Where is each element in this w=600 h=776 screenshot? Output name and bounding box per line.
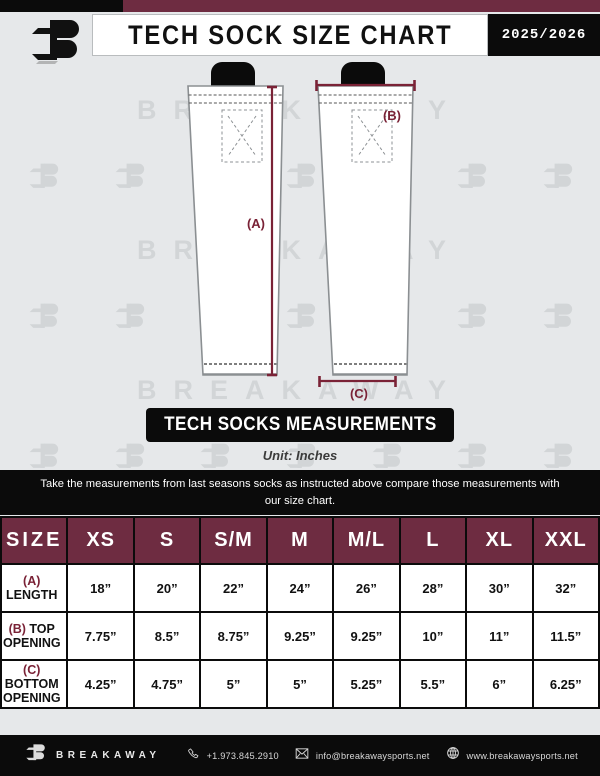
row-label-text: LENGTH (6, 588, 58, 602)
unit-label: Unit: Inches (262, 448, 338, 463)
measurement-line-a (267, 85, 277, 377)
table-cell: 26” (332, 563, 401, 613)
table-header-size-col: XS (66, 516, 135, 565)
table-header-size-col: S/M (199, 516, 268, 565)
table-header-size-col: M (265, 516, 335, 565)
row-label-bottom-opening: (C) BOTTOM OPENING (0, 659, 69, 709)
page-title-text: TECH SOCK SIZE CHART (127, 19, 453, 50)
table-cell: 5.5” (398, 659, 468, 709)
label-c: (C) (350, 386, 368, 401)
row-tag: (C) (23, 663, 41, 677)
table-cell: 18” (66, 563, 135, 613)
row-label-length: (A) LENGTH (0, 563, 69, 613)
footer-email[interactable]: info@breakawaysports.net (295, 747, 430, 765)
size-table-wrapper: SIZE XS S S/M M M/L L XL XXL (A) LENGTH … (0, 516, 600, 709)
measurements-heading-band: TECH SOCKS MEASUREMENTS Unit: Inches (0, 404, 600, 470)
footer-phone-text: +1.973.845.2910 (206, 750, 279, 761)
table-cell: 11” (465, 611, 534, 661)
table-cell: 7.75” (66, 611, 135, 661)
table-cell: 32” (531, 563, 600, 613)
table-cell: 5” (265, 659, 335, 709)
table-header-size-col: XXL (531, 516, 600, 565)
table-header-size: SIZE (0, 516, 69, 565)
instruction-band: Take the measurements from last seasons … (0, 470, 600, 515)
top-bar-black-segment (0, 0, 123, 12)
table-cell: 8.5” (132, 611, 202, 661)
table-cell: 30” (465, 563, 534, 613)
sock-measurement-diagram: (A) (B) (0, 58, 600, 403)
table-cell: 8.75” (199, 611, 268, 661)
footer-email-text: info@breakawaysports.net (315, 750, 430, 761)
table-header-size-col: XL (465, 516, 534, 565)
globe-icon (446, 746, 460, 765)
top-accent-bar (0, 0, 600, 12)
footer-contact-list: +1.973.845.2910 info@breakawaysports.net (187, 746, 578, 765)
row-tag: (A) (23, 574, 41, 588)
table-header-size-col: L (398, 516, 468, 565)
breakaway-b-logo-icon (24, 741, 46, 770)
row-label-top-opening: (B) TOP OPENING (0, 611, 69, 661)
row-tag: (B) (8, 622, 26, 636)
table-cell: 4.25” (66, 659, 135, 709)
sock-right-shape (317, 62, 414, 376)
table-cell: 20” (132, 563, 202, 613)
table-row: (A) LENGTH 18” 20” 22” 24” 26” 28” 30” 3… (0, 563, 600, 613)
footer-website-text: www.breakawaysports.net (466, 750, 578, 761)
row-label-text: TOP OPENING (3, 622, 61, 650)
measurement-line-c (318, 376, 397, 387)
table-cell: 28” (398, 563, 468, 613)
breakaway-b-logo-icon (26, 14, 82, 75)
sock-left-shape (187, 62, 284, 376)
row-label-text: BOTTOM OPENING (3, 677, 61, 705)
table-cell: 9.25” (332, 611, 401, 661)
footer-phone[interactable]: +1.973.845.2910 (187, 747, 279, 765)
measurement-line-b (315, 80, 416, 91)
table-header-size-col: S (132, 516, 202, 565)
table-header-size-col: M/L (332, 516, 401, 565)
footer-website[interactable]: www.breakawaysports.net (446, 746, 578, 765)
table-cell: 22” (199, 563, 268, 613)
measurements-heading-pill: TECH SOCKS MEASUREMENTS (146, 408, 454, 442)
table-cell: 10” (398, 611, 468, 661)
page-title: TECH SOCK SIZE CHART (92, 14, 488, 56)
label-b: (B) (383, 108, 401, 123)
phone-icon (187, 747, 200, 765)
table-cell: 5” (199, 659, 268, 709)
season-badge-text: 2025/2026 (501, 27, 587, 43)
table-cell: 5.25” (332, 659, 401, 709)
instruction-text: Take the measurements from last seasons … (40, 478, 560, 507)
table-cell: 24” (265, 563, 335, 613)
table-row: (B) TOP OPENING 7.75” 8.5” 8.75” 9.25” 9… (0, 611, 600, 661)
table-cell: 6.25” (531, 659, 600, 709)
table-cell: 11.5” (531, 611, 600, 661)
envelope-icon (295, 747, 309, 765)
label-a: (A) (247, 216, 265, 231)
top-bar-maroon-segment (123, 0, 600, 12)
page-footer: BREAKAWAY +1.973.845.2910 (0, 735, 600, 776)
footer-brand-name: BREAKAWAY (56, 750, 161, 761)
table-cell: 9.25” (265, 611, 335, 661)
table-cell: 4.75” (132, 659, 202, 709)
footer-brand: BREAKAWAY (24, 741, 161, 770)
size-chart-table: SIZE XS S S/M M M/L L XL XXL (A) LENGTH … (0, 516, 600, 709)
table-row: (C) BOTTOM OPENING 4.25” 4.75” 5” 5” 5.2… (0, 659, 600, 709)
page-header: TECH SOCK SIZE CHART 2025/2026 (0, 12, 600, 64)
table-cell: 6” (465, 659, 534, 709)
season-badge: 2025/2026 (488, 14, 600, 56)
table-header-row: SIZE XS S S/M M M/L L XL XXL (0, 516, 600, 565)
measurements-heading-text: TECH SOCKS MEASUREMENTS (163, 414, 437, 435)
